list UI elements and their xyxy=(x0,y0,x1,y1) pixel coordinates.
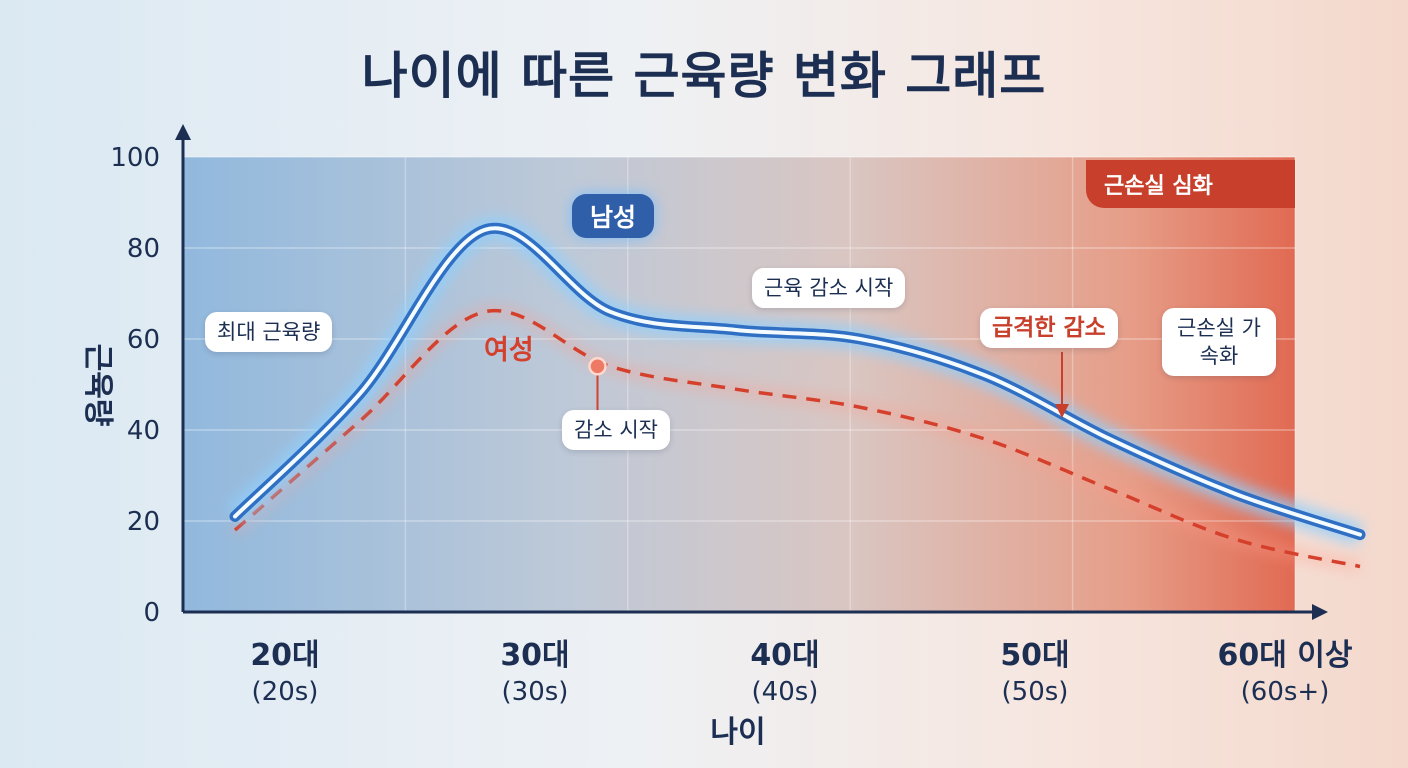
y-tick-label: 60 xyxy=(127,325,160,355)
y-tick-label: 0 xyxy=(143,598,160,628)
annotation-sarcopenia-text: 근손실 가속화 xyxy=(1177,316,1261,368)
x-tick-sublabel: (40s) xyxy=(752,677,819,707)
y-tick-label: 20 xyxy=(127,507,160,537)
zone-label-severe-loss: 근손실 심화 xyxy=(1086,160,1295,208)
y-axis-arrow xyxy=(175,124,191,140)
x-tick-label: 60대 이상 xyxy=(1218,638,1353,673)
annotation-sharp-decline: 급격한 감소 xyxy=(980,308,1118,348)
series-female-glow xyxy=(231,305,1362,572)
series-lines xyxy=(227,217,1366,572)
y-tick-labels: 0 20 40 60 80 100 xyxy=(110,143,160,628)
legend-female-tag: 여성 xyxy=(484,335,534,366)
series-male-highlight xyxy=(233,226,1362,537)
x-tick-label: 20대 xyxy=(250,638,319,673)
annotation-sarcopenia-accelerates: 근손실 가속화 xyxy=(1162,308,1276,376)
y-tick-label: 100 xyxy=(110,143,160,173)
legend-male-tag: 남성 xyxy=(572,194,655,238)
x-tick-label: 40대 xyxy=(750,638,819,673)
axes xyxy=(175,124,1328,620)
chart-title: 나이에 따른 근육량 변화 그래프 xyxy=(361,47,1047,105)
x-tick-label: 50대 xyxy=(1000,638,1069,673)
annotation-markers xyxy=(588,352,1069,418)
x-tick-labels: 20대 (20s) 30대 (30s) 40대 (40s) 50대 (50s) 60대 이상 (6… xyxy=(250,638,1353,707)
x-tick-sublabel: (50s) xyxy=(1002,677,1069,707)
sharp-decline-arrow-head xyxy=(1055,404,1069,418)
x-tick-sublabel: (30s) xyxy=(502,677,569,707)
decline-start-point xyxy=(588,357,607,376)
annotation-muscle-decline-start: 근육 감소 시작 xyxy=(752,268,906,308)
annotation-peak-muscle: 최대 근육량 xyxy=(205,312,333,352)
y-axis-label: 근육량 xyxy=(80,344,115,427)
annotation-decline-start: 감소 시작 xyxy=(562,410,670,450)
y-tick-label: 80 xyxy=(127,234,160,264)
y-tick-label: 40 xyxy=(127,416,160,446)
x-axis-arrow xyxy=(1312,604,1328,620)
x-tick-label: 30대 xyxy=(500,638,569,673)
plot-background xyxy=(183,157,1295,612)
x-tick-sublabel: (20s) xyxy=(252,677,319,707)
x-axis-label: 나이 xyxy=(710,715,765,750)
x-tick-sublabel: (60s+) xyxy=(1241,677,1330,707)
